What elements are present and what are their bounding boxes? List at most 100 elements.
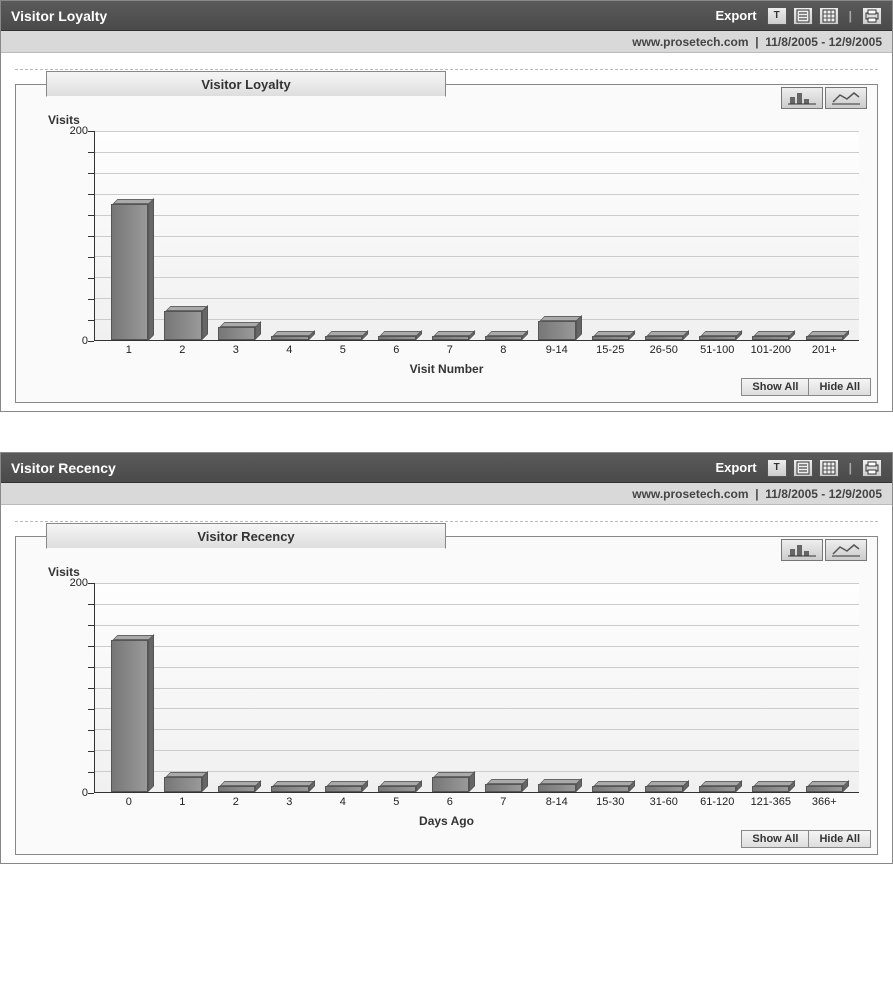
bar — [538, 784, 575, 792]
separator: | — [849, 461, 852, 475]
bar-slot — [744, 583, 797, 792]
bar-slot — [103, 131, 156, 340]
bar-slot — [210, 131, 263, 340]
bar — [432, 777, 469, 792]
bar — [752, 336, 789, 340]
export-label: Export — [715, 8, 756, 23]
bar — [325, 336, 362, 340]
show-all-button[interactable]: Show All — [741, 830, 809, 848]
hide-all-button[interactable]: Hide All — [809, 378, 871, 396]
bar — [645, 336, 682, 340]
ytick-label: 0 — [82, 787, 88, 799]
bar-side — [148, 198, 154, 341]
xaxis-label: 5 — [370, 796, 424, 808]
panel-body: Visitor Loyalty Visits 0200 — [1, 53, 892, 411]
bar-side — [469, 771, 475, 792]
bar-front — [164, 777, 201, 792]
export-text-button[interactable]: T — [767, 7, 787, 25]
bar-front — [645, 336, 682, 340]
ytick-label: 200 — [70, 125, 88, 137]
panel-body: Visitor Recency Visits 0200 — [1, 505, 892, 863]
bar-slot — [317, 131, 370, 340]
hide-all-button[interactable]: Hide All — [809, 830, 871, 848]
export-label: Export — [715, 460, 756, 475]
bar-front — [111, 640, 148, 792]
bar — [752, 786, 789, 792]
bar-side — [202, 305, 208, 340]
bar — [699, 336, 736, 340]
bar-front — [699, 336, 736, 340]
xaxis-title: Days Ago — [34, 814, 859, 828]
bar-side — [255, 321, 261, 340]
bar-front — [218, 786, 255, 792]
bar-chart-button[interactable] — [781, 539, 823, 561]
bar-slot — [584, 583, 637, 792]
bar-front — [806, 336, 843, 340]
xaxis-label: 61-120 — [691, 796, 745, 808]
chart-type-buttons — [781, 535, 867, 561]
export-text-button[interactable]: T — [767, 459, 787, 477]
bar-front — [432, 777, 469, 792]
subbar: www.prosetech.com | 11/8/2005 - 12/9/200… — [1, 31, 892, 53]
bar-side — [576, 315, 582, 340]
yaxis: 0200 — [34, 131, 94, 341]
subbar: www.prosetech.com | 11/8/2005 - 12/9/200… — [1, 483, 892, 505]
bar-slot — [424, 131, 477, 340]
bar — [325, 786, 362, 792]
export-grid-button[interactable] — [819, 7, 839, 25]
bar — [432, 336, 469, 340]
titlebar: Visitor Recency Export T | — [1, 453, 892, 483]
bar-chart-button[interactable] — [781, 87, 823, 109]
xaxis-label: 2 — [156, 344, 210, 356]
separator: | — [849, 9, 852, 23]
bar-front — [485, 784, 522, 792]
line-chart-button[interactable] — [825, 539, 867, 561]
xaxis-label: 101-200 — [744, 344, 798, 356]
bar-slot — [156, 583, 209, 792]
xaxis-label: 6 — [423, 796, 477, 808]
bar-slot — [797, 583, 850, 792]
export-xls-button[interactable] — [793, 459, 813, 477]
bar — [592, 336, 629, 340]
bar-slot — [530, 131, 583, 340]
ytick-label: 200 — [70, 577, 88, 589]
bar — [164, 311, 201, 340]
ytick-mark — [88, 341, 94, 342]
bar — [592, 786, 629, 792]
bar-front — [164, 311, 201, 340]
bar-front — [485, 336, 522, 340]
yaxis: 0200 — [34, 583, 94, 793]
print-button[interactable] — [862, 7, 882, 25]
bar-slot — [317, 583, 370, 792]
xaxis-label: 1 — [156, 796, 210, 808]
bar-slot — [584, 131, 637, 340]
bar — [806, 336, 843, 340]
bar — [218, 786, 255, 792]
xaxis-label: 6 — [370, 344, 424, 356]
show-all-button[interactable]: Show All — [741, 378, 809, 396]
separator: | — [755, 487, 758, 501]
bar-slot — [477, 583, 530, 792]
bar-front — [806, 786, 843, 792]
bar-front — [271, 786, 308, 792]
xaxis-label: 8-14 — [530, 796, 584, 808]
bar — [111, 204, 148, 341]
bar-side — [148, 634, 154, 792]
print-button[interactable] — [862, 459, 882, 477]
bar — [164, 777, 201, 792]
dash-line — [15, 521, 878, 522]
bar-front — [592, 786, 629, 792]
bar-slot — [156, 131, 209, 340]
bar-front — [699, 786, 736, 792]
chart-inner: Visits 0200 — [16, 85, 877, 376]
bar-slot — [263, 583, 316, 792]
xaxis-label: 7 — [423, 344, 477, 356]
bar-slot — [370, 583, 423, 792]
export-xls-button[interactable] — [793, 7, 813, 25]
export-grid-button[interactable] — [819, 459, 839, 477]
xaxis-label: 201+ — [798, 344, 852, 356]
bar — [378, 336, 415, 340]
xaxis-label: 366+ — [798, 796, 852, 808]
line-chart-button[interactable] — [825, 87, 867, 109]
bar — [271, 786, 308, 792]
